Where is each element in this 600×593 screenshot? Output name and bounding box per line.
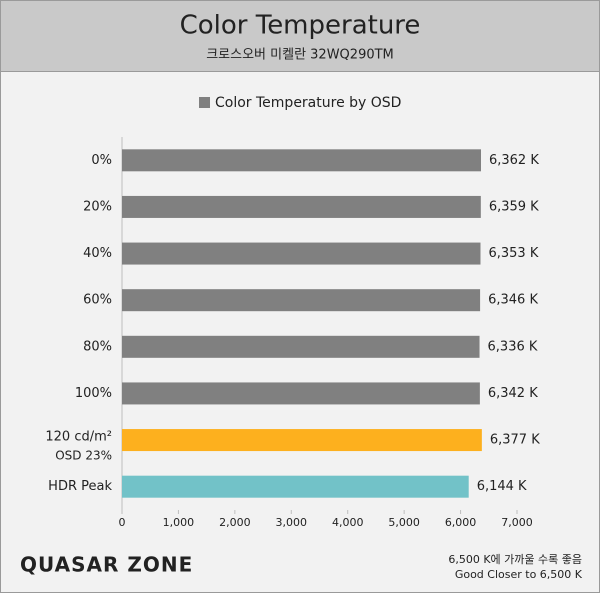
value-label: 6,346 K bbox=[488, 293, 538, 308]
footnote: Good Closer to 6,500 K bbox=[455, 568, 583, 581]
x-tick-label: 0 bbox=[119, 516, 126, 529]
y-tick-label: 80% bbox=[83, 339, 112, 354]
y-tick-label: 0% bbox=[91, 153, 112, 168]
y-tick-label: HDR Peak bbox=[48, 479, 112, 494]
chart-subtitle: 크로스오버 미켈란 32WQ290TM bbox=[206, 48, 394, 63]
legend-label: Color Temperature by OSD bbox=[215, 95, 401, 111]
bar bbox=[122, 429, 482, 452]
y-tick-sublabel: OSD 23% bbox=[55, 449, 112, 463]
value-label: 6,144 K bbox=[477, 479, 527, 494]
bar bbox=[122, 335, 480, 358]
bar bbox=[122, 382, 480, 405]
brand-logo: QUASAR ZONE bbox=[20, 553, 193, 577]
x-tick-label: 5,000 bbox=[388, 516, 420, 529]
footnote: 6,500 K에 가까울 수록 좋음 bbox=[448, 553, 582, 566]
value-label: 6,336 K bbox=[488, 339, 538, 354]
bar bbox=[122, 195, 481, 218]
value-label: 6,359 K bbox=[489, 199, 539, 214]
value-label: 6,362 K bbox=[489, 153, 539, 168]
x-tick-label: 3,000 bbox=[276, 516, 308, 529]
x-tick-label: 1,000 bbox=[163, 516, 195, 529]
bar bbox=[122, 149, 481, 172]
chart-title: Color Temperature bbox=[180, 11, 421, 41]
x-tick-label: 7,000 bbox=[501, 516, 533, 529]
x-tick-label: 2,000 bbox=[219, 516, 251, 529]
bar bbox=[122, 242, 481, 265]
x-tick-label: 6,000 bbox=[445, 516, 477, 529]
y-tick-label: 20% bbox=[83, 199, 112, 214]
legend-swatch bbox=[199, 97, 210, 108]
value-label: 6,342 K bbox=[488, 386, 538, 401]
y-tick-label: 60% bbox=[83, 293, 112, 308]
value-label: 6,377 K bbox=[490, 433, 540, 448]
y-tick-label: 100% bbox=[75, 386, 112, 401]
value-label: 6,353 K bbox=[488, 246, 538, 261]
y-tick-label: 120 cd/m² bbox=[45, 430, 112, 445]
bar bbox=[122, 475, 469, 498]
header bbox=[0, 0, 600, 72]
y-tick-label: 40% bbox=[83, 246, 112, 261]
x-tick-label: 4,000 bbox=[332, 516, 364, 529]
bar bbox=[122, 289, 481, 312]
